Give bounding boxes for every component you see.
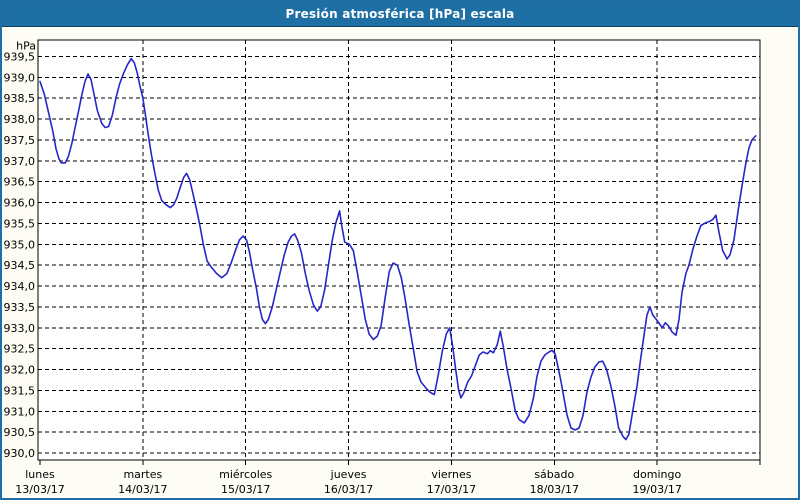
y-tick-label: 938,0	[4, 113, 36, 126]
y-tick-label: 936,5	[4, 176, 36, 189]
x-tick-date: 18/03/17	[530, 483, 579, 496]
y-tick-label: 937,0	[4, 155, 36, 168]
x-tick-weekday: domingo	[633, 468, 681, 481]
plot-frame	[37, 39, 761, 461]
y-tick-label: 939,0	[4, 71, 36, 84]
y-tick-label: 931,0	[4, 405, 36, 418]
y-tick-label: 937,5	[4, 134, 36, 147]
y-tick-label: 938,5	[4, 92, 36, 105]
x-tick-date: 16/03/17	[324, 483, 373, 496]
y-tick-label: 935,0	[4, 238, 36, 251]
y-tick-label: 932,5	[4, 343, 36, 356]
x-tick-date: 17/03/17	[427, 483, 476, 496]
x-tick-date: 15/03/17	[221, 483, 270, 496]
y-tick-label: 931,5	[4, 384, 36, 397]
y-tick-label: 933,0	[4, 322, 36, 335]
x-tick-date: 13/03/17	[15, 483, 64, 496]
x-tick-weekday: lunes	[25, 468, 55, 481]
x-tick-weekday: viernes	[431, 468, 471, 481]
y-tick-label: 939,5	[4, 51, 36, 64]
y-axis-unit-label: hPa	[16, 40, 36, 53]
y-tick-label: 933,5	[4, 301, 36, 314]
pressure-series-line	[39, 57, 757, 441]
y-tick-label: 935,5	[4, 217, 36, 230]
y-tick-label: 934,0	[4, 280, 36, 293]
y-tick-label: 930,5	[4, 426, 36, 439]
x-tick-date: 14/03/17	[118, 483, 167, 496]
x-tick-weekday: sábado	[534, 468, 574, 481]
x-tick-weekday: jueves	[330, 468, 367, 481]
y-tick-label: 936,0	[4, 197, 36, 210]
title-bar: Presión atmosférica [hPa] escala	[2, 2, 798, 27]
pressure-line-chart: 939,5 939,0 938,5 938,0 937,5 937,0 936,5 936,0…	[4, 39, 761, 496]
plot-background	[38, 40, 760, 460]
y-tick-label: 930,0	[4, 447, 36, 460]
x-tick-date: 19/03/17	[632, 483, 681, 496]
y-tick-label: 932,0	[4, 364, 36, 377]
x-tick-weekday: miércoles	[219, 468, 272, 481]
x-tick-weekday: martes	[123, 468, 162, 481]
chart-area: 939,5 939,0 938,5 938,0 937,5 937,0 936,5 936,0…	[2, 27, 798, 498]
chart-title: Presión atmosférica [hPa] escala	[285, 7, 515, 21]
y-tick-label: 934,5	[4, 259, 36, 272]
